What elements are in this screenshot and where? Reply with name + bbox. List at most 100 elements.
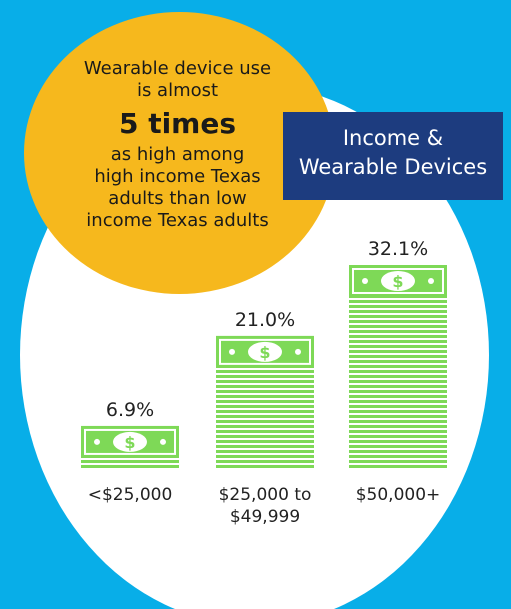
bill-edge: [81, 465, 179, 468]
bill-edge: [349, 425, 447, 428]
bill-edge: [349, 340, 447, 343]
bill-edge: [216, 405, 314, 408]
bill-edge: [81, 460, 179, 463]
value-label: 21.0%: [235, 309, 295, 331]
bill-edge: [216, 410, 314, 413]
money-stack-bar: $: [216, 335, 314, 468]
bill-edge: [349, 350, 447, 353]
bill-oval: [381, 271, 415, 291]
bill-edge: [349, 380, 447, 383]
bill-edge: [349, 335, 447, 338]
category-label-line: $25,000 to: [219, 485, 312, 505]
money-stack-icon: $: [216, 335, 314, 368]
bill-stack-lines: [216, 365, 314, 468]
bill-edge: [349, 315, 447, 318]
money-stack-bar: $: [81, 425, 179, 468]
dollar-sign-icon: $: [124, 433, 135, 452]
bill-edge: [216, 450, 314, 453]
bill-dot: [160, 438, 166, 445]
callout-highlight: 5 times: [118, 107, 237, 140]
bill-edge: [349, 355, 447, 358]
bill-border: [219, 338, 311, 365]
bill-edge: [349, 320, 447, 323]
callout-text: Wearable device use is almost 5 times as…: [55, 58, 300, 232]
category-label: $25,000 to $49,999: [219, 485, 312, 527]
bill-edge: [216, 455, 314, 458]
bill-edge: [216, 370, 314, 373]
bill-stack-lines: [349, 295, 447, 468]
callout-line-6: income Texas adults: [86, 210, 269, 231]
bill-edge: [216, 435, 314, 438]
bill-dot: [229, 348, 235, 355]
bill-edge: [349, 300, 447, 303]
bill-edge: [349, 325, 447, 328]
bill-edge: [349, 420, 447, 423]
bill-edge: [349, 360, 447, 363]
bill-edge: [349, 365, 447, 368]
bill-oval: [248, 341, 282, 362]
callout-line-5: adults than low: [108, 188, 247, 209]
bill-border: [352, 268, 444, 294]
category-label: <$25,000: [88, 485, 173, 505]
bill-edge: [349, 345, 447, 348]
bill-edge: [349, 410, 447, 413]
dollar-sign-icon: $: [259, 343, 270, 362]
bill-edge: [349, 415, 447, 418]
bill-edge: [349, 310, 447, 313]
bill-edge: [216, 400, 314, 403]
value-label: 32.1%: [368, 238, 428, 260]
bill-edge: [349, 400, 447, 403]
bill-edge: [216, 420, 314, 423]
bill-edge: [216, 460, 314, 463]
callout-line-3: as high among: [110, 144, 245, 165]
bill-edge: [216, 440, 314, 443]
bill-edge: [349, 455, 447, 458]
title-line-2: Wearable Devices: [298, 155, 488, 179]
bill-edge: [349, 445, 447, 448]
category-label: $50,000+: [356, 485, 441, 505]
bill-border: [84, 428, 176, 455]
title-line-1: Income &: [342, 126, 444, 150]
bill-edge: [349, 370, 447, 373]
bill-edge: [349, 305, 447, 308]
category-label-line: $49,999: [230, 507, 300, 527]
bill-edge: [349, 430, 447, 433]
bill-edge: [349, 390, 447, 393]
bill-edge: [349, 440, 447, 443]
bill-dot: [428, 278, 434, 284]
category-label-line: <$25,000: [88, 485, 173, 505]
bill-edge: [216, 430, 314, 433]
bill-dot: [295, 348, 301, 355]
bill-edge: [349, 405, 447, 408]
bill-edge: [216, 390, 314, 393]
dollar-sign-icon: $: [392, 272, 403, 291]
bill-oval: [113, 431, 147, 452]
bill-edge: [216, 395, 314, 398]
value-label: 6.9%: [106, 399, 154, 421]
callout-line-4: high income Texas: [94, 166, 261, 187]
bill-edge: [349, 385, 447, 388]
bill-edge: [349, 465, 447, 468]
bill-edge: [216, 445, 314, 448]
bill-edge: [216, 375, 314, 378]
money-stack-icon: $: [349, 265, 447, 297]
category-label-line: $50,000+: [356, 485, 441, 505]
bill-edge: [216, 465, 314, 468]
bill-edge: [349, 435, 447, 438]
callout-line-1: Wearable device use: [83, 58, 272, 79]
bill-edge: [349, 375, 447, 378]
bill-dot: [94, 438, 100, 445]
callout-line-2: is almost: [136, 80, 219, 101]
title-box: Income & Wearable Devices: [283, 112, 503, 200]
bill-edge: [216, 380, 314, 383]
bill-edge: [216, 415, 314, 418]
bill-edge: [216, 425, 314, 428]
bill-dot: [362, 278, 368, 284]
bill-edge: [349, 395, 447, 398]
bill-edge: [216, 385, 314, 388]
bill-edge: [349, 460, 447, 463]
bill-edge: [349, 450, 447, 453]
money-stack-icon: $: [81, 425, 179, 458]
